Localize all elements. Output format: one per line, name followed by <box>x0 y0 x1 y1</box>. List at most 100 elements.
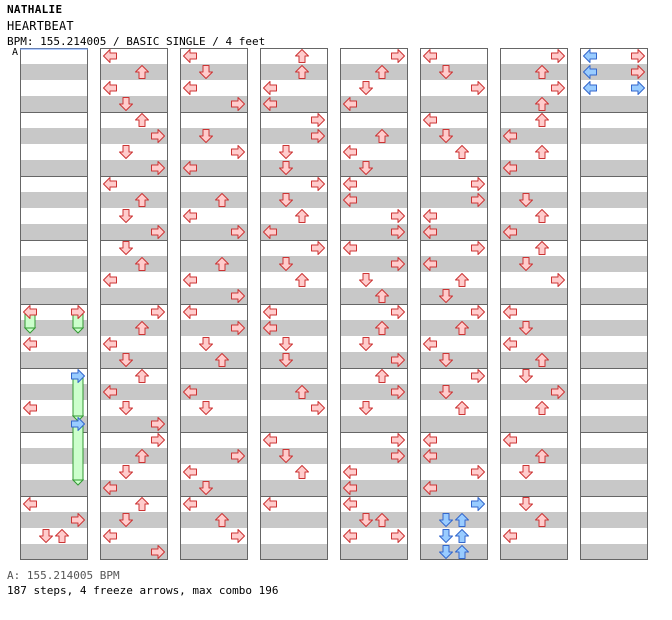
up-arrow-icon <box>535 145 549 159</box>
up-arrow-icon <box>535 97 549 111</box>
beat-stripe <box>580 160 648 176</box>
beat-stripe <box>100 224 168 240</box>
beat-stripe <box>260 416 328 432</box>
beat-stripe <box>180 256 248 272</box>
right-arrow-icon <box>71 417 85 431</box>
beat-stripe <box>100 448 168 464</box>
beat-stripe <box>180 160 248 176</box>
artist-name: NATHALIE <box>7 3 63 16</box>
beat-stripe <box>580 448 648 464</box>
beat-stripe <box>340 192 408 208</box>
down-arrow-icon <box>119 145 133 159</box>
down-arrow-icon <box>279 353 293 367</box>
beat-stripe <box>340 544 408 560</box>
left-arrow-icon <box>503 161 517 175</box>
right-arrow-icon <box>471 177 485 191</box>
right-arrow-icon <box>231 145 245 159</box>
down-arrow-icon <box>279 257 293 271</box>
up-arrow-icon <box>535 113 549 127</box>
beat-stripe <box>20 480 88 496</box>
left-arrow-icon <box>23 497 37 511</box>
right-arrow-icon <box>471 305 485 319</box>
beat-stripe <box>20 448 88 464</box>
left-arrow-icon <box>263 81 277 95</box>
left-arrow-icon <box>263 433 277 447</box>
down-arrow-icon <box>119 513 133 527</box>
beat-stripe <box>180 96 248 112</box>
down-arrow-icon <box>359 81 373 95</box>
left-arrow-icon <box>423 113 437 127</box>
beat-stripe <box>340 352 408 368</box>
up-arrow-icon <box>375 513 389 527</box>
beat-stripe <box>260 160 328 176</box>
left-arrow-icon <box>343 145 357 159</box>
beat-stripe <box>420 384 488 400</box>
beat-stripe <box>100 416 168 432</box>
down-arrow-icon <box>359 401 373 415</box>
left-arrow-icon <box>583 81 597 95</box>
beat-stripe <box>500 416 568 432</box>
down-arrow-icon <box>119 97 133 111</box>
left-arrow-icon <box>103 177 117 191</box>
beat-stripe <box>100 96 168 112</box>
beat-stripe <box>20 384 88 400</box>
beat-stripe <box>340 448 408 464</box>
beat-stripe <box>340 96 408 112</box>
down-arrow-icon <box>119 209 133 223</box>
left-arrow-icon <box>343 497 357 511</box>
left-arrow-icon <box>183 49 197 63</box>
beat-stripe <box>340 224 408 240</box>
down-arrow-icon <box>199 129 213 143</box>
down-arrow-icon <box>359 273 373 287</box>
beat-stripe <box>260 544 328 560</box>
right-arrow-icon <box>631 81 645 95</box>
up-arrow-icon <box>535 241 549 255</box>
beat-stripe <box>180 288 248 304</box>
right-arrow-icon <box>551 385 565 399</box>
beat-stripe <box>180 192 248 208</box>
left-arrow-icon <box>503 305 517 319</box>
left-arrow-icon <box>343 177 357 191</box>
left-arrow-icon <box>343 465 357 479</box>
beat-stripe <box>580 64 648 80</box>
up-arrow-icon <box>455 529 469 543</box>
right-arrow-icon <box>471 193 485 207</box>
up-arrow-icon <box>455 401 469 415</box>
beat-stripe <box>580 192 648 208</box>
up-arrow-icon <box>135 113 149 127</box>
beat-stripe <box>20 160 88 176</box>
down-arrow-icon <box>439 513 453 527</box>
down-arrow-icon <box>439 65 453 79</box>
beat-stripe <box>20 128 88 144</box>
beat-stripe <box>100 352 168 368</box>
left-arrow-icon <box>583 49 597 63</box>
up-arrow-icon <box>135 497 149 511</box>
right-arrow-icon <box>151 417 165 431</box>
beat-stripe <box>100 320 168 336</box>
chart-column-border <box>340 48 408 560</box>
right-arrow-icon <box>391 353 405 367</box>
beat-stripe <box>260 256 328 272</box>
beat-stripe <box>420 128 488 144</box>
freeze-arrow-body <box>72 423 84 481</box>
up-arrow-icon <box>215 513 229 527</box>
left-arrow-icon <box>263 305 277 319</box>
beat-stripe <box>580 256 648 272</box>
right-arrow-icon <box>471 81 485 95</box>
beat-stripe <box>420 544 488 560</box>
right-arrow-icon <box>151 433 165 447</box>
down-arrow-icon <box>359 513 373 527</box>
chart-column-border <box>420 48 488 560</box>
down-arrow-icon <box>199 65 213 79</box>
beat-stripe <box>500 512 568 528</box>
down-arrow-icon <box>279 337 293 351</box>
down-arrow-icon <box>279 449 293 463</box>
beat-stripe <box>420 512 488 528</box>
beat-stripe <box>260 384 328 400</box>
left-arrow-icon <box>263 225 277 239</box>
left-arrow-icon <box>503 225 517 239</box>
freeze-arrow-tail <box>71 327 85 334</box>
down-arrow-icon <box>439 353 453 367</box>
up-arrow-icon <box>135 449 149 463</box>
